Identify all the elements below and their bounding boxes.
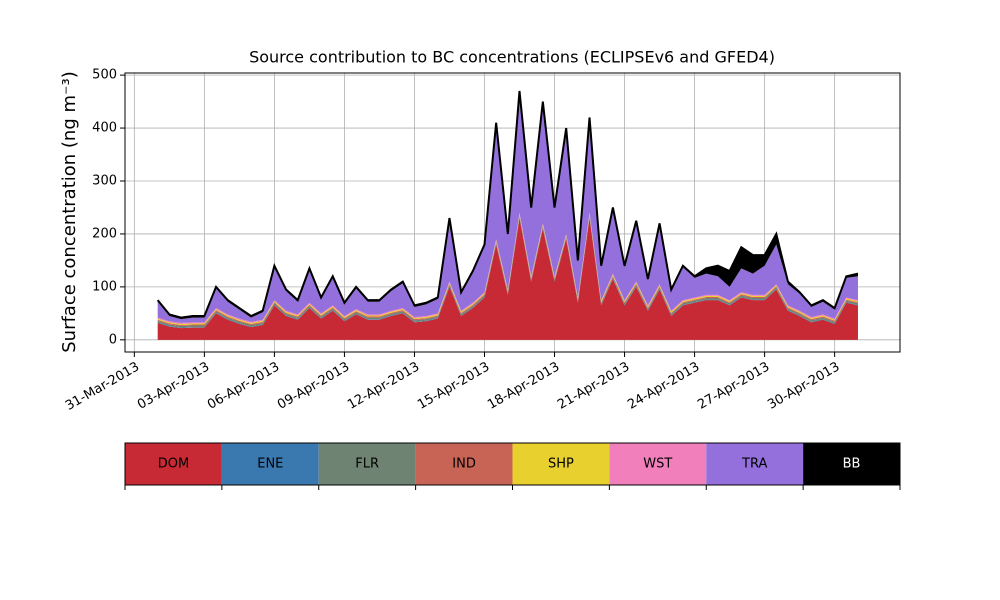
legend-label: SHP (548, 457, 574, 472)
legend-swatch (221, 443, 319, 485)
chart-title: Source contribution to BC concentrations… (249, 48, 775, 67)
y-tick-label: 500 (92, 68, 117, 83)
areas (156, 90, 859, 340)
legend-swatch (512, 443, 610, 485)
plot-frame (124, 72, 901, 353)
legend-swatch (125, 443, 222, 485)
legend-swatch (415, 443, 513, 485)
x-tick-label: 30-Apr-2013 (765, 360, 842, 413)
x-tick-label: 03-Apr-2013 (135, 360, 212, 413)
legend-label: TRA (741, 457, 767, 472)
x-tick-label: 12-Apr-2013 (345, 360, 422, 413)
y-tick-label: 100 (92, 279, 117, 294)
legend-label: BB (843, 457, 861, 472)
legend-label: ENE (257, 457, 283, 472)
legend-label: FLR (355, 457, 379, 472)
area (157, 218, 858, 340)
x-tick-label: 24-Apr-2013 (625, 360, 702, 413)
y-tick-label: 200 (92, 226, 117, 241)
legend-label: WST (643, 457, 672, 472)
legend-label: IND (452, 457, 476, 472)
legend-swatch (318, 443, 416, 485)
total-line (156, 90, 859, 319)
legend-frame (124, 442, 901, 486)
x-tick-label: 31-Mar-2013 (63, 360, 142, 414)
x-tick-label: 15-Apr-2013 (415, 360, 492, 413)
y-axis-label: Surface concentration (ng m⁻³) (59, 71, 80, 353)
legend-swatch (803, 443, 900, 485)
x-tick-label: 18-Apr-2013 (485, 360, 562, 413)
y-tick-label: 0 (109, 332, 117, 347)
x-tick-label: 27-Apr-2013 (695, 360, 772, 413)
legend-swatch (706, 443, 804, 485)
x-tick-label: 09-Apr-2013 (275, 360, 352, 413)
y-tick-label: 300 (92, 174, 117, 189)
y-tick-label: 400 (92, 121, 117, 136)
x-tick-label: 21-Apr-2013 (555, 360, 632, 413)
legend-swatch (609, 443, 707, 485)
area (157, 97, 858, 323)
x-tick-label: 06-Apr-2013 (205, 360, 282, 413)
legend-label: DOM (158, 457, 189, 472)
